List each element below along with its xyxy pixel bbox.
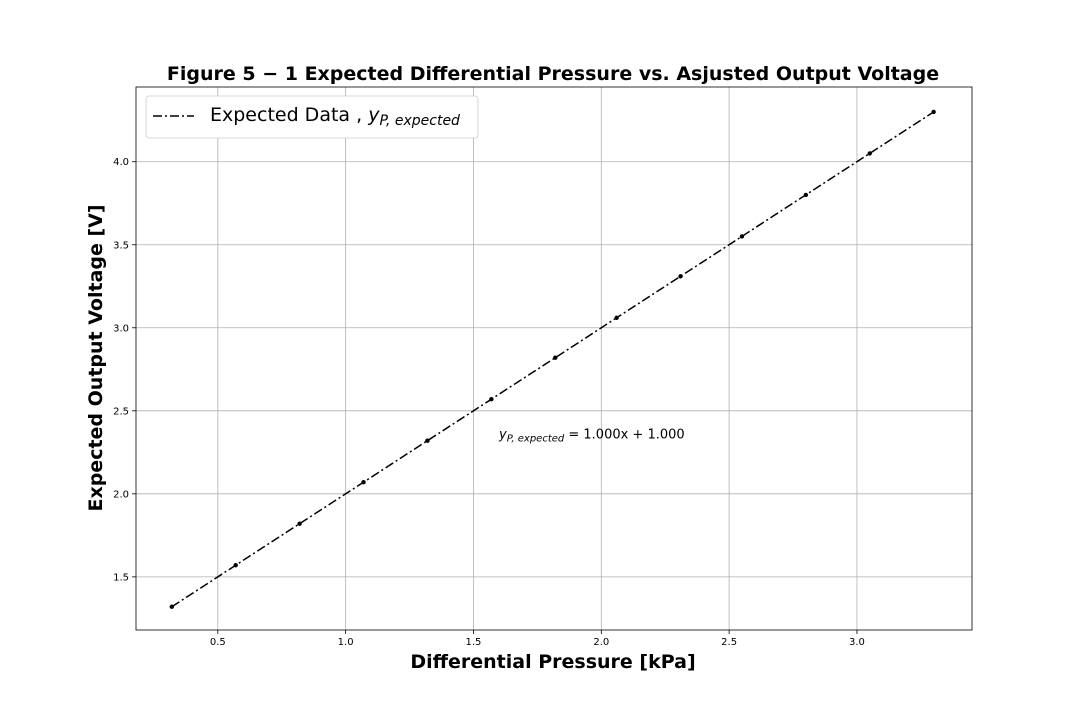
data-point	[169, 604, 174, 609]
y-tick-label: 1.5	[113, 572, 129, 583]
y-axis-label: Expected Output Voltage [V]	[85, 204, 107, 511]
data-point	[614, 315, 619, 321]
data-point	[553, 355, 558, 360]
x-tick-label: 1.5	[466, 637, 482, 648]
chart-title: Figure 5 − 1 Expected Differential Press…	[167, 63, 939, 85]
data-point	[489, 396, 494, 402]
plot-frame	[135, 86, 973, 631]
x-tick-label: 3.0	[849, 637, 865, 648]
data-point	[297, 521, 302, 526]
equation-annotation: yP, expected = 1.000x + 1.000	[498, 428, 685, 445]
legend-label: Expected Data ,	[210, 104, 362, 126]
grid	[136, 87, 972, 630]
plot-series	[169, 109, 936, 609]
series-line	[171, 111, 935, 608]
data-point	[931, 109, 936, 115]
data-point	[233, 563, 238, 568]
annotation-subscript: P, expected	[507, 434, 565, 445]
data-point	[739, 234, 745, 239]
data-point	[425, 438, 430, 443]
data-point	[361, 480, 366, 485]
x-tick-label: 0.5	[210, 637, 226, 648]
x-axis-ticks: 0.5 1.0 1.5 2.0 2.5 3.0	[210, 630, 865, 648]
x-tick-label: 1.0	[338, 637, 354, 648]
data-point	[678, 274, 683, 279]
x-axis-label: Differential Pressure [kPa]	[410, 651, 695, 673]
data-point	[803, 192, 809, 198]
legend-subscript: P, expected	[379, 113, 460, 129]
data-point	[867, 151, 872, 156]
legend: Expected Data , yP, expected	[145, 95, 479, 139]
x-tick-label: 2.5	[721, 637, 737, 648]
x-tick-label: 2.0	[593, 637, 609, 648]
legend-entry: Expected Data , yP, expected	[210, 104, 460, 129]
y-tick-label: 3.0	[113, 323, 129, 334]
annotation-var: y	[498, 428, 507, 443]
y-tick-label: 3.5	[113, 240, 129, 251]
y-tick-label: 2.0	[113, 489, 129, 500]
y-tick-label: 2.5	[113, 406, 129, 417]
y-tick-label: 4.0	[113, 157, 129, 168]
legend-box	[145, 95, 479, 139]
y-axis-ticks: 1.5 2.0 2.5 3.0 3.5 4.0	[113, 157, 136, 583]
legend-var: y	[367, 104, 380, 126]
annotation-equation: = 1.000x + 1.000	[564, 428, 684, 443]
